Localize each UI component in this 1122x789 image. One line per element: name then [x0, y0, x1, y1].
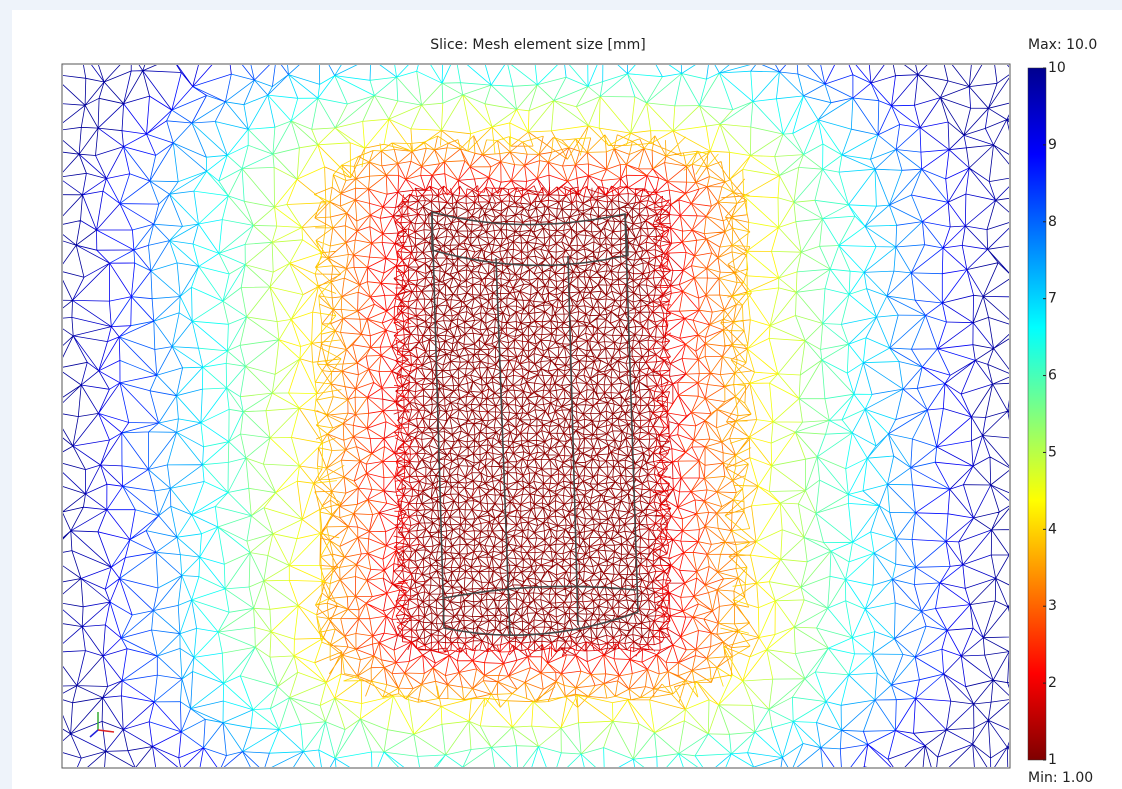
colorbar-tick-label: 7: [1048, 291, 1057, 307]
colorbar-tick-label: 1: [1048, 752, 1057, 768]
colorbar-tick-label: 2: [1048, 675, 1057, 691]
colorbar: [1028, 68, 1046, 760]
chart-title: Slice: Mesh element size [mm]: [430, 37, 645, 53]
colorbar-tick-label: 4: [1048, 521, 1057, 537]
colorbar-tick-label: 9: [1048, 137, 1057, 153]
chart: Slice: Mesh element size [mm] Max: 10.0 …: [0, 0, 1122, 789]
colorbar-tick-label: 10: [1048, 60, 1066, 76]
colorbar-tick-label: 6: [1048, 368, 1057, 384]
colorbar-max: Max: 10.0: [1028, 37, 1097, 53]
colorbar-tick-label: 3: [1048, 598, 1057, 614]
colorbar-tick-label: 8: [1048, 214, 1057, 230]
panel: [12, 10, 1122, 789]
colorbar-min: Min: 1.00: [1028, 770, 1093, 786]
page: Slice: Mesh element size [mm] Max: 10.0 …: [0, 0, 1122, 789]
colorbar-tick-label: 5: [1048, 444, 1057, 460]
